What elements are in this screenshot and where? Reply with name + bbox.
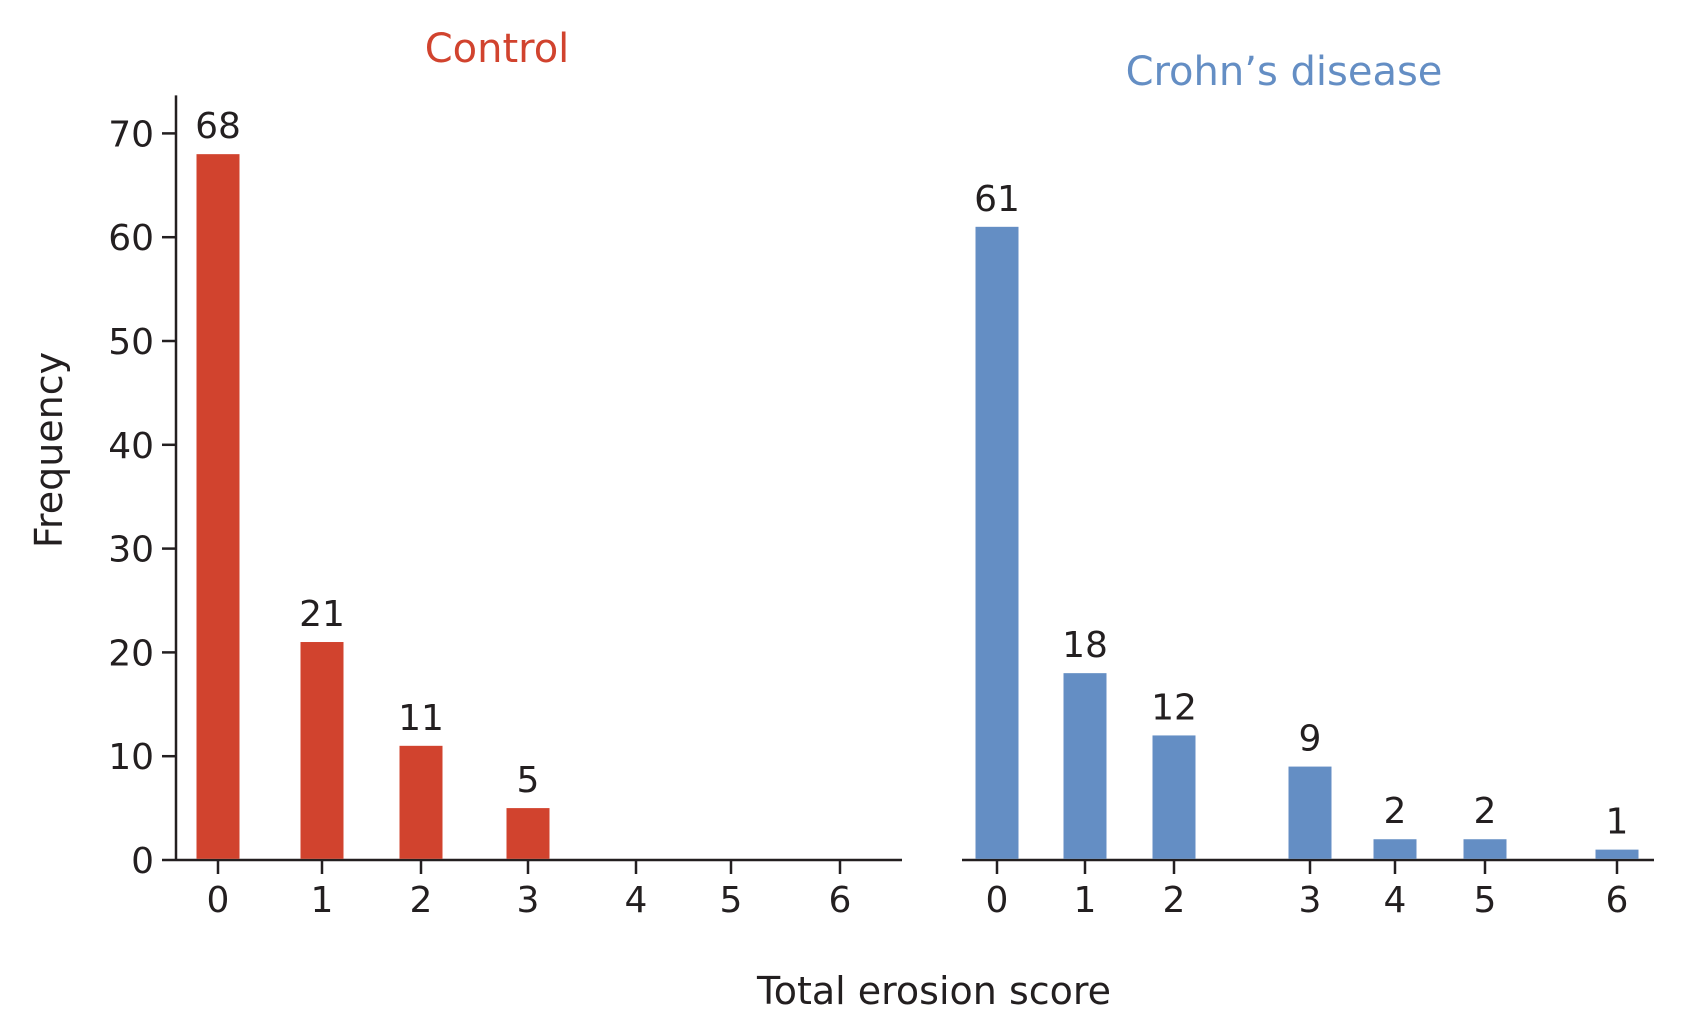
x-tick-label: 4 bbox=[1384, 880, 1407, 921]
panel-2-bar bbox=[1288, 766, 1332, 859]
panel-1-title: Control bbox=[425, 26, 570, 72]
panel-1-bar bbox=[399, 745, 443, 859]
panel-2-bar-label: 12 bbox=[1151, 687, 1197, 728]
panel-2-bar bbox=[975, 226, 1019, 859]
panel-2-bar bbox=[1463, 839, 1507, 859]
panel-2-bar-label: 9 bbox=[1299, 719, 1322, 760]
y-tick-label: 20 bbox=[108, 633, 154, 674]
x-tick-label: 2 bbox=[410, 880, 433, 921]
panel-1-bar-label: 11 bbox=[398, 698, 444, 739]
y-tick-label: 10 bbox=[108, 737, 154, 778]
panel-2-title: Crohn’s disease bbox=[1126, 49, 1443, 95]
panel-1-bar-label: 68 bbox=[195, 106, 241, 147]
x-tick-label: 6 bbox=[1606, 880, 1629, 921]
panel-2-bar bbox=[1595, 849, 1639, 859]
panel-1-bar-label: 21 bbox=[299, 594, 345, 635]
x-tick-label: 3 bbox=[517, 880, 540, 921]
panel-2-bar-label: 18 bbox=[1062, 625, 1108, 666]
y-tick-label: 0 bbox=[131, 841, 154, 882]
panel-1-bar bbox=[506, 808, 550, 859]
panel-2-bar-label: 1 bbox=[1606, 802, 1629, 843]
y-tick-label: 70 bbox=[108, 114, 154, 155]
panel-2-bar bbox=[1152, 735, 1196, 859]
y-tick-label: 40 bbox=[108, 426, 154, 467]
x-tick-label: 0 bbox=[207, 880, 230, 921]
x-axis-title: Total erosion score bbox=[756, 969, 1111, 1013]
x-tick-label: 1 bbox=[311, 880, 334, 921]
x-tick-label: 5 bbox=[720, 880, 743, 921]
x-tick-label: 0 bbox=[986, 880, 1009, 921]
x-tick-label: 1 bbox=[1074, 880, 1097, 921]
panel-2-bar-label: 61 bbox=[974, 179, 1020, 220]
y-tick-label: 30 bbox=[108, 530, 154, 571]
x-tick-label: 5 bbox=[1474, 880, 1497, 921]
panel-2-bar-label: 2 bbox=[1474, 791, 1497, 832]
panel-2-bar bbox=[1063, 673, 1107, 859]
panel-1-bar bbox=[300, 642, 344, 859]
x-tick-label: 4 bbox=[625, 880, 648, 921]
panel-1-bar-label: 5 bbox=[517, 760, 540, 801]
panel-2-bar-label: 2 bbox=[1384, 791, 1407, 832]
x-tick-label: 3 bbox=[1299, 880, 1322, 921]
x-tick-label: 6 bbox=[829, 880, 852, 921]
panel-2-bar bbox=[1373, 839, 1417, 859]
panel-1-bar bbox=[196, 154, 240, 859]
y-tick-label: 50 bbox=[108, 322, 154, 363]
x-tick-label: 2 bbox=[1163, 880, 1186, 921]
y-axis-title: Frequency bbox=[27, 352, 71, 548]
y-tick-label: 60 bbox=[108, 218, 154, 259]
